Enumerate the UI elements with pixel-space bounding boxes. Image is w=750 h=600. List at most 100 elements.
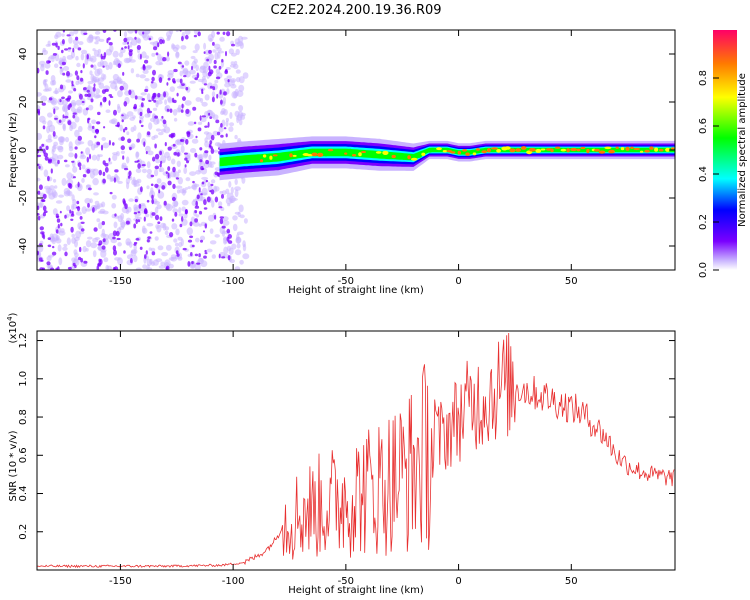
noise-cell-strong [225,133,228,138]
noise-cell-faint [209,228,214,235]
noise-cell-faint [43,169,49,177]
noise-cell-strong [145,151,148,155]
y-tick-label: 0.4 [18,486,29,502]
noise-cell-faint [120,81,126,85]
noise-cell-strong [121,119,124,123]
noise-cell-strong [154,183,159,188]
noise-cell-faint [146,93,151,101]
noise-cell-strong [150,174,155,178]
signal-peak [348,148,352,152]
noise-cell-strong [137,211,141,214]
noise-cell-strong [43,210,48,213]
signal-peak [580,146,586,150]
noise-cell-strong [137,159,140,163]
noise-cell-faint [203,131,210,135]
noise-cell-faint [190,184,197,190]
noise-cell-strong [44,156,49,161]
noise-cell-strong [115,230,120,237]
noise-cell-faint [195,237,200,243]
signal-peak [504,146,511,150]
noise-cell-strong [183,152,188,155]
noise-cell-faint [117,180,123,184]
noise-cell-faint [135,168,142,174]
signal-peak [370,155,378,158]
noise-cell-faint [234,211,241,215]
noise-cell-faint [75,80,80,86]
noise-cell-faint [129,41,133,48]
noise-cell-strong [194,210,198,214]
noise-cell-faint [189,80,196,84]
noise-cell-strong [56,215,60,218]
noise-cell-faint [236,243,241,249]
noise-cell-strong [114,169,119,173]
noise-cell-faint [84,197,91,204]
noise-cell-faint [203,42,207,50]
noise-cell-faint [117,103,120,110]
noise-cell-strong [164,142,167,147]
noise-cell-faint [214,43,221,50]
noise-cell-faint [73,30,79,35]
noise-cell-strong [157,92,161,98]
noise-cell-faint [146,173,154,179]
noise-cell-strong [37,213,40,216]
noise-cell-faint [154,168,159,177]
noise-cell-strong [193,121,197,125]
signal-peak [671,147,675,150]
noise-cell-strong [74,70,78,76]
noise-cell-faint [111,194,117,200]
snr-xlabel: Height of straight line (km) [288,585,424,596]
signal-peak [332,153,336,156]
noise-cell-faint [145,213,150,218]
noise-cell-strong [198,253,201,258]
noise-cell-strong [66,97,71,102]
noise-cell-strong [113,249,117,256]
noise-cell-strong [47,244,52,248]
signal-peak [281,157,287,160]
noise-cell-faint [232,63,239,70]
noise-cell-strong [154,153,160,160]
noise-cell-faint [57,146,64,153]
noise-cell-strong [90,64,94,68]
figure-title: C2E2.2024.200.19.36.R09 [270,3,441,18]
noise-cell-faint [152,107,158,111]
noise-cell-faint [168,257,175,261]
noise-cell-faint [235,77,241,83]
noise-cell-strong [187,261,191,267]
noise-cell-strong [50,168,53,174]
noise-cell-strong [106,38,109,44]
noise-cell-faint [135,267,142,270]
noise-cell-strong [185,86,189,91]
noise-cell-faint [176,107,182,113]
signal-peak [576,148,581,152]
noise-cell-faint [179,70,183,77]
noise-cell-strong [210,134,215,141]
noise-cell-faint [92,177,99,186]
noise-cell-strong [47,237,51,241]
noise-cell-strong [195,200,198,207]
signal-peak [317,152,324,157]
noise-cell-faint [88,122,92,129]
noise-cell-faint [190,55,196,60]
noise-cell-faint [118,52,124,58]
noise-cell-strong [167,51,170,57]
x-tick-label: -50 [338,576,354,587]
noise-cell-faint [126,131,130,136]
noise-cell-faint [112,152,118,156]
noise-cell-faint [112,50,119,58]
noise-cell-faint [40,95,48,102]
noise-cell-faint [46,125,51,134]
noise-cell-strong [222,31,226,35]
noise-cell-strong [61,61,66,66]
noise-cell-strong [93,227,98,232]
noise-cell-strong [67,104,71,111]
signal-peak [352,154,357,157]
noise-cell-strong [152,69,156,76]
noise-cell-faint [238,204,244,213]
noise-cell-faint [42,120,47,125]
noise-cell-faint [160,128,167,133]
noise-cell-faint [61,177,67,186]
noise-cell-faint [217,201,223,207]
noise-cell-strong [216,93,219,99]
noise-cell-strong [64,48,69,51]
noise-cell-strong [101,55,106,60]
